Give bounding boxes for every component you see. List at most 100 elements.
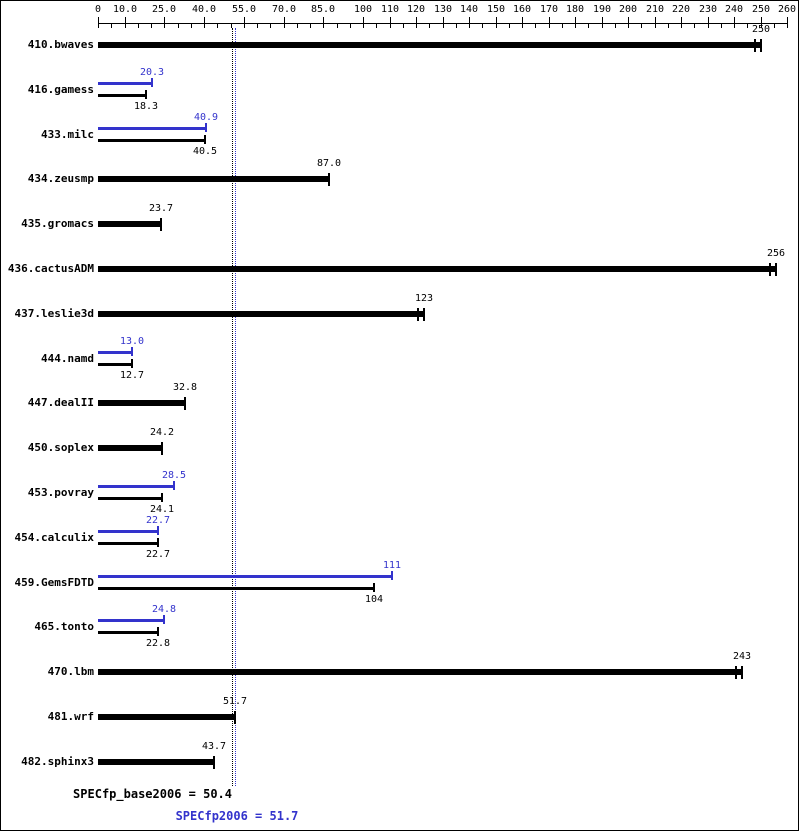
base-value-label: 22.8 <box>145 638 171 649</box>
axis-tick <box>708 17 709 28</box>
axis-minor-tick <box>694 23 695 28</box>
benchmark-label: 481.wrf <box>47 710 94 723</box>
axis-tick <box>125 17 126 28</box>
axis-minor-tick <box>350 23 351 28</box>
benchmark-label: 410.bwaves <box>27 38 94 51</box>
axis-minor-tick <box>668 23 669 28</box>
peak-bar <box>98 485 174 488</box>
axis-tick <box>363 17 364 28</box>
base-value-label: 24.2 <box>149 427 175 438</box>
axis-minor-tick <box>337 23 338 28</box>
reference-line-peak <box>235 28 236 786</box>
base-bar-end-cap <box>741 666 743 679</box>
axis-tick-label: 230 <box>698 4 718 15</box>
peak-bar <box>98 530 158 533</box>
axis-tick <box>655 17 656 28</box>
base-value-label: 24.1 <box>149 504 175 515</box>
axis-tick-label: 110 <box>380 4 400 15</box>
axis-tick-label: 10.0 <box>112 4 138 15</box>
benchmark-label: 447.dealII <box>27 396 94 409</box>
axis-minor-tick <box>429 23 430 28</box>
axis-tick <box>496 17 497 28</box>
axis-tick <box>761 17 762 28</box>
axis-tick-label: 170 <box>539 4 559 15</box>
benchmark-label: 434.zeusmp <box>27 172 94 185</box>
base-bar-end-cap <box>760 39 762 52</box>
peak-bar <box>98 82 152 85</box>
base-bar-end-cap <box>328 173 330 186</box>
axis-minor-tick <box>509 23 510 28</box>
base-value-label: 256 <box>766 248 786 259</box>
base-bar <box>98 363 132 366</box>
base-bar-end-cap-2 <box>769 263 771 276</box>
axis-minor-tick <box>191 23 192 28</box>
axis-tick <box>575 17 576 28</box>
axis-minor-tick <box>231 23 232 28</box>
axis-minor-tick <box>270 23 271 28</box>
axis-minor-tick <box>641 23 642 28</box>
base-bar-end-cap <box>145 90 147 99</box>
base-value-label: 43.7 <box>201 741 227 752</box>
base-bar-end-cap <box>213 756 215 769</box>
axis-tick-label: 240 <box>724 4 744 15</box>
base-bar-end-cap <box>161 493 163 502</box>
peak-bar <box>98 127 206 130</box>
peak-bar-end-cap <box>173 481 175 490</box>
axis-tick-label: 40.0 <box>191 4 217 15</box>
base-bar <box>98 542 158 545</box>
base-bar-end-cap <box>234 711 236 724</box>
axis-minor-tick <box>151 23 152 28</box>
axis-tick <box>734 17 735 28</box>
peak-value-label: 111 <box>382 560 402 571</box>
base-bar-end-cap <box>373 583 375 592</box>
base-bar-end-cap-2 <box>417 308 419 321</box>
axis-tick-label: 250 <box>751 4 771 15</box>
axis-tick-label: 200 <box>618 4 638 15</box>
benchmark-label: 470.lbm <box>47 665 94 678</box>
axis-tick-label: 55.0 <box>231 4 257 15</box>
peak-bar-end-cap <box>163 615 165 624</box>
base-bar <box>98 400 185 406</box>
base-bar <box>98 669 742 675</box>
axis-minor-tick <box>111 23 112 28</box>
base-value-label: 250 <box>751 24 771 35</box>
axis-tick-label: 0 <box>94 4 102 15</box>
base-value-label: 87.0 <box>316 158 342 169</box>
axis-tick <box>244 17 245 28</box>
peak-bar-end-cap <box>391 571 393 580</box>
benchmark-label: 459.GemsFDTD <box>14 576 94 589</box>
base-bar <box>98 139 205 142</box>
peak-bar <box>98 351 132 354</box>
base-bar-end-cap <box>160 218 162 231</box>
axis-tick-label: 190 <box>592 4 612 15</box>
axis-minor-tick <box>562 23 563 28</box>
peak-value-label: 22.7 <box>145 515 171 526</box>
axis-minor-tick <box>138 23 139 28</box>
peak-bar-end-cap <box>205 123 207 132</box>
axis-minor-tick <box>588 23 589 28</box>
base-bar <box>98 714 235 720</box>
base-bar <box>98 311 424 317</box>
base-bar-end-cap <box>131 359 133 368</box>
axis-tick <box>681 17 682 28</box>
axis-tick <box>549 17 550 28</box>
base-bar-end-cap <box>423 308 425 321</box>
axis-tick-label: 260 <box>777 4 797 15</box>
axis-tick <box>787 17 788 28</box>
base-bar <box>98 176 329 182</box>
peak-bar <box>98 619 164 622</box>
axis-tick-label: 100 <box>353 4 373 15</box>
base-bar <box>98 759 214 765</box>
benchmark-label: 416.gamess <box>27 83 94 96</box>
base-value-label: 32.8 <box>172 382 198 393</box>
base-value-label: 123 <box>414 293 434 304</box>
peak-value-label: 40.9 <box>193 112 219 123</box>
axis-tick <box>164 17 165 28</box>
base-bar-end-cap-2 <box>735 666 737 679</box>
axis-tick-label: 85.0 <box>310 4 336 15</box>
axis-tick <box>469 17 470 28</box>
base-value-label: 243 <box>732 651 752 662</box>
base-value-label: 12.7 <box>119 370 145 381</box>
axis-minor-tick <box>178 23 179 28</box>
specfp-base2006-score: SPECfp_base2006 = 50.4 <box>73 787 232 801</box>
